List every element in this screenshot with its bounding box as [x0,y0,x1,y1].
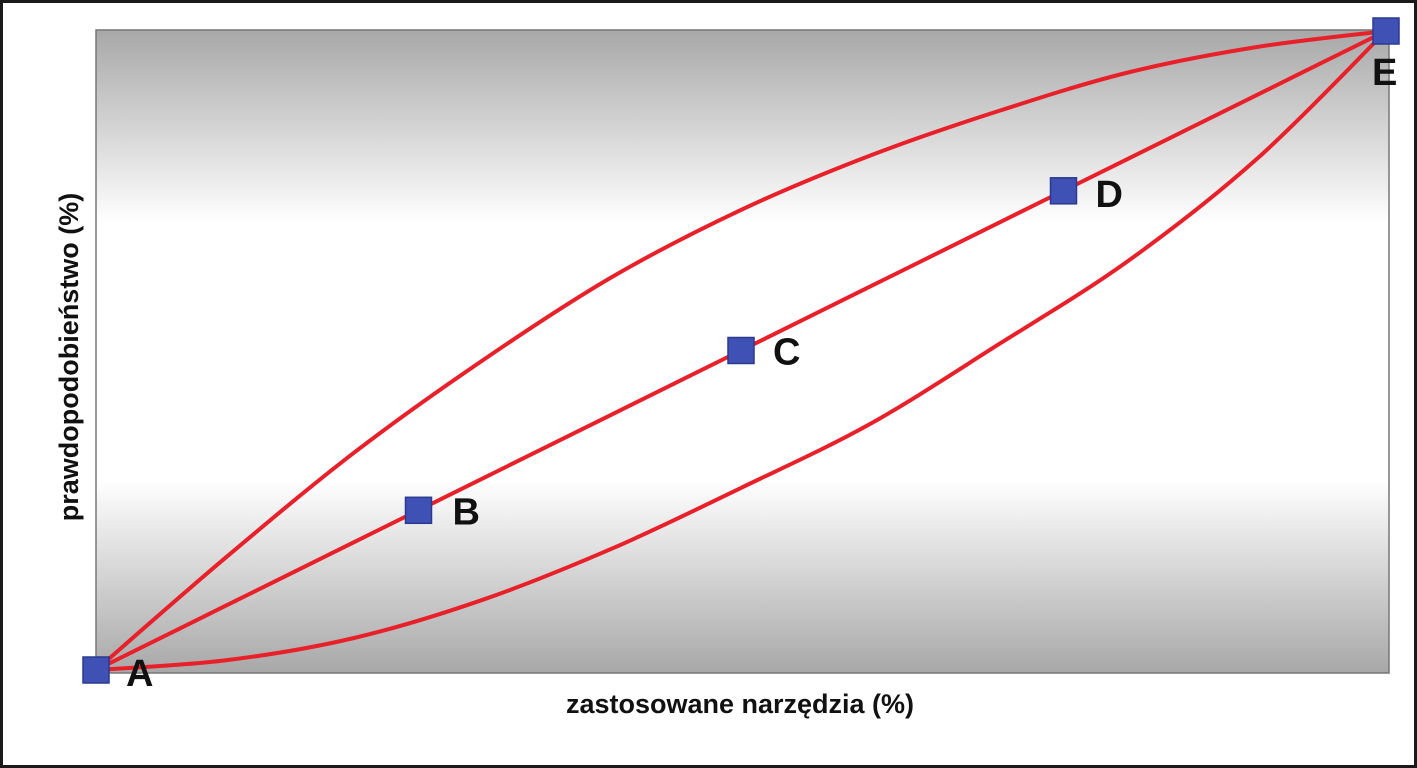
point-label-d: D [1096,174,1123,216]
series-line-1 [94,29,1387,672]
point-label-a: A [126,653,153,695]
series-line-3 [95,29,1388,672]
point-label-b: B [453,491,480,533]
marker-d [1049,177,1078,205]
point-label-c: C [773,332,800,374]
point-labels: A B C D E [126,52,1397,695]
marker-e [1372,17,1400,45]
marker-a [82,656,110,684]
marker-b [404,496,433,525]
point-label-e: E [1372,52,1397,94]
point-markers [82,17,1400,684]
marker-c [727,336,755,365]
x-axis-label: zastosowane narzędzia (%) [566,689,914,719]
y-axis-label: prawdopodobieństwo (%) [54,193,84,521]
